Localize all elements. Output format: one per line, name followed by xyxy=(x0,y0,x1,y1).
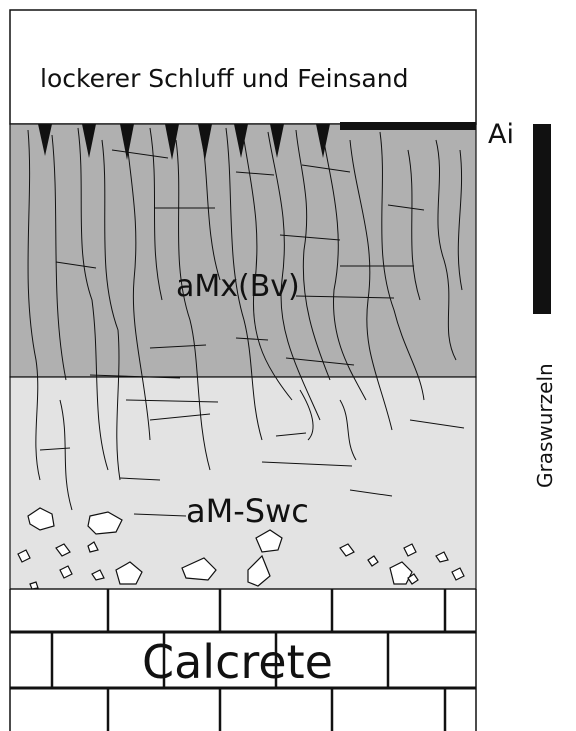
root-depth-bar xyxy=(533,124,551,314)
calcrete-layer xyxy=(9,588,477,731)
fissure-strokes xyxy=(39,149,465,517)
root-wedges xyxy=(38,124,330,160)
amswc-horizon xyxy=(9,376,477,590)
calcrete-label: Calcrete xyxy=(142,635,333,689)
root-cracks xyxy=(27,127,463,511)
top-layer-label: lockerer Schluff und Feinsand xyxy=(40,64,408,93)
horizon-ai-label: Ai xyxy=(488,119,514,150)
horizon-amx-label: aMx(Bv) xyxy=(176,269,300,304)
amx-horizon xyxy=(9,123,477,378)
root-marker-label: Graswurzeln xyxy=(533,363,557,488)
horizon-amswc-label: aM-Swc xyxy=(186,492,309,530)
ai-horizon-bar xyxy=(340,122,476,130)
top-layer xyxy=(9,9,477,125)
clasts xyxy=(17,507,465,590)
